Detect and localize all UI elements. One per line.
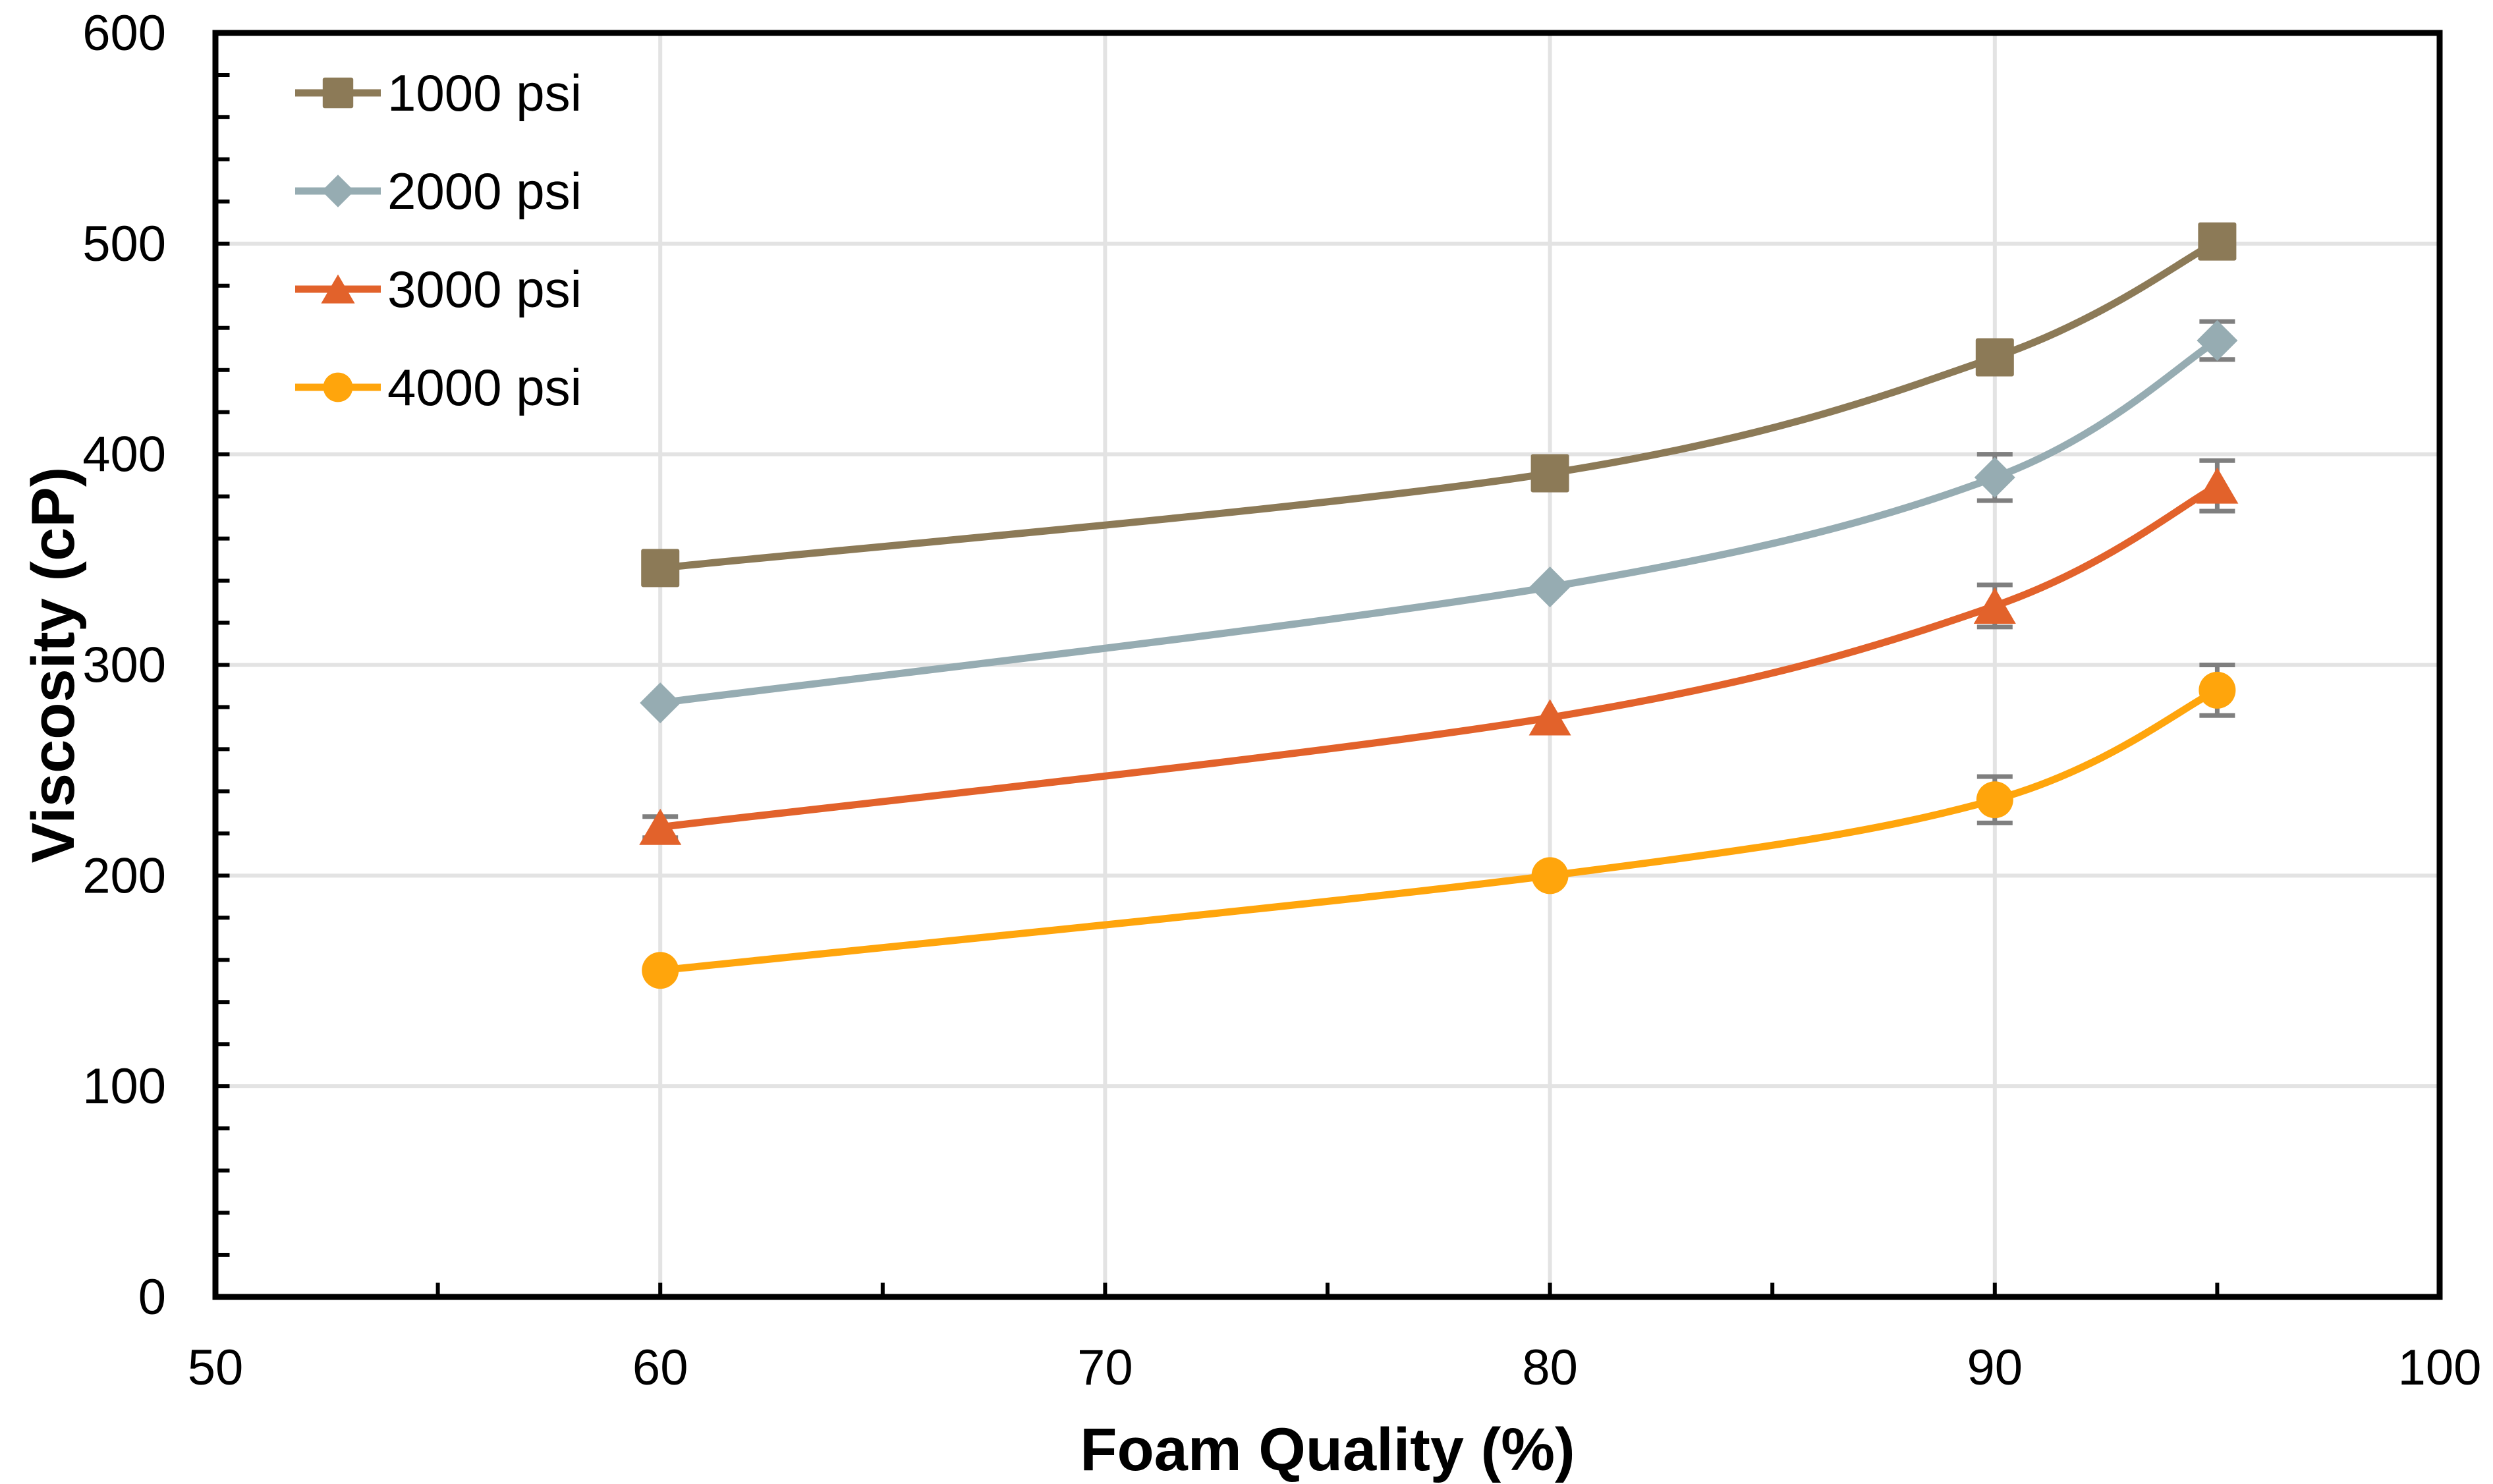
legend-label: 4000 psi	[387, 358, 582, 416]
marker-triangle	[1973, 587, 2016, 624]
marker-square	[322, 77, 354, 109]
marker-triangle	[639, 808, 682, 845]
axes	[212, 30, 2443, 1300]
marker-square	[1530, 454, 1569, 493]
marker-diamond	[1529, 566, 1571, 608]
marker-diamond	[2197, 319, 2238, 361]
y-tick-label: 0	[138, 1269, 166, 1325]
marker-triangle	[1528, 699, 1571, 736]
series-line	[656, 238, 2221, 572]
legend-label: 1000 psi	[387, 64, 582, 122]
series-2000-psi	[640, 319, 2238, 724]
marker-square	[641, 549, 680, 588]
series-4000-psi	[642, 671, 2236, 989]
x-tick-label: 50	[188, 1340, 244, 1396]
plot-frame	[212, 30, 2443, 1300]
marker-circle	[1976, 781, 2013, 819]
y-tick-label: 100	[82, 1058, 166, 1114]
legend-item-1000-psi: 1000 psi	[295, 64, 582, 122]
legend-label: 3000 psi	[387, 260, 582, 318]
marker-circle	[323, 372, 353, 402]
series-line	[656, 686, 2221, 974]
x-tick-label: 70	[1077, 1340, 1133, 1396]
marker-circle	[642, 952, 679, 989]
legend-item-4000-psi: 4000 psi	[295, 358, 582, 416]
y-tick-label: 200	[82, 848, 166, 904]
y-tick-label: 600	[82, 5, 166, 61]
marker-diamond	[322, 175, 354, 207]
marker-diamond	[640, 682, 681, 724]
tick-labels: 0 100 200 300 400 500 600 50 60 70 80 90 100	[82, 5, 2481, 1396]
x-tick-label: 90	[1967, 1340, 2023, 1396]
series-3000-psi	[639, 467, 2239, 845]
y-axis-title: Viscosity (cP)	[20, 467, 87, 864]
legend: 1000 psi 2000 psi 3000 psi 4000 psi	[295, 64, 582, 416]
legend-item-2000-psi: 2000 psi	[295, 162, 582, 220]
series-1000-psi	[641, 222, 2237, 588]
x-tick-label: 80	[1522, 1340, 1578, 1396]
x-tick-label: 60	[632, 1340, 688, 1396]
marker-square	[1975, 338, 2014, 377]
y-tick-label: 400	[82, 427, 166, 483]
gridlines	[215, 33, 2440, 1297]
series-line	[656, 482, 2221, 831]
series-line	[656, 337, 2221, 707]
legend-label: 2000 psi	[387, 162, 582, 220]
marker-circle	[2199, 671, 2236, 709]
marker-triangle	[2196, 467, 2239, 504]
x-axis-title: Foam Quality (%)	[1080, 1416, 1575, 1483]
marker-triangle	[321, 274, 355, 304]
legend-item-3000-psi: 3000 psi	[295, 260, 582, 318]
x-tick-label: 100	[2398, 1340, 2482, 1396]
marker-square	[2198, 222, 2237, 261]
y-tick-label: 500	[82, 216, 166, 272]
marker-circle	[1531, 857, 1569, 894]
marker-diamond	[1974, 456, 2015, 498]
y-tick-label: 300	[82, 638, 166, 694]
